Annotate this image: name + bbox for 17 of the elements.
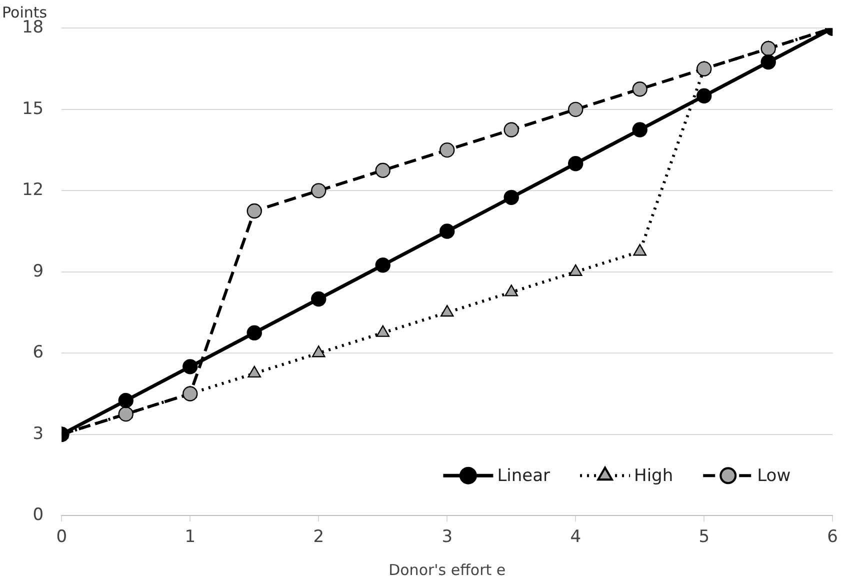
legend-label: High (634, 466, 674, 486)
x-tick-label: 6 (827, 527, 838, 548)
x-tick-label: 2 (313, 527, 324, 548)
y-tick-label: 15 (22, 98, 44, 119)
y-tick-label: 6 (32, 342, 44, 363)
x-tick-label: 0 (56, 527, 68, 548)
y-tick-label: 9 (32, 261, 44, 282)
x-tick-label: 4 (570, 527, 582, 548)
y-tick-label: 12 (22, 180, 44, 200)
legend-label: Linear (497, 466, 550, 486)
x-tick-label: 5 (698, 527, 710, 548)
legend-label: Low (757, 466, 791, 486)
x-axis-title: Donor's effort e (388, 560, 506, 579)
y-tick-label: 0 (32, 505, 44, 526)
x-tick-label: 1 (184, 527, 196, 548)
x-tick-label: 3 (442, 527, 453, 548)
y-tick-label: 3 (32, 424, 44, 444)
